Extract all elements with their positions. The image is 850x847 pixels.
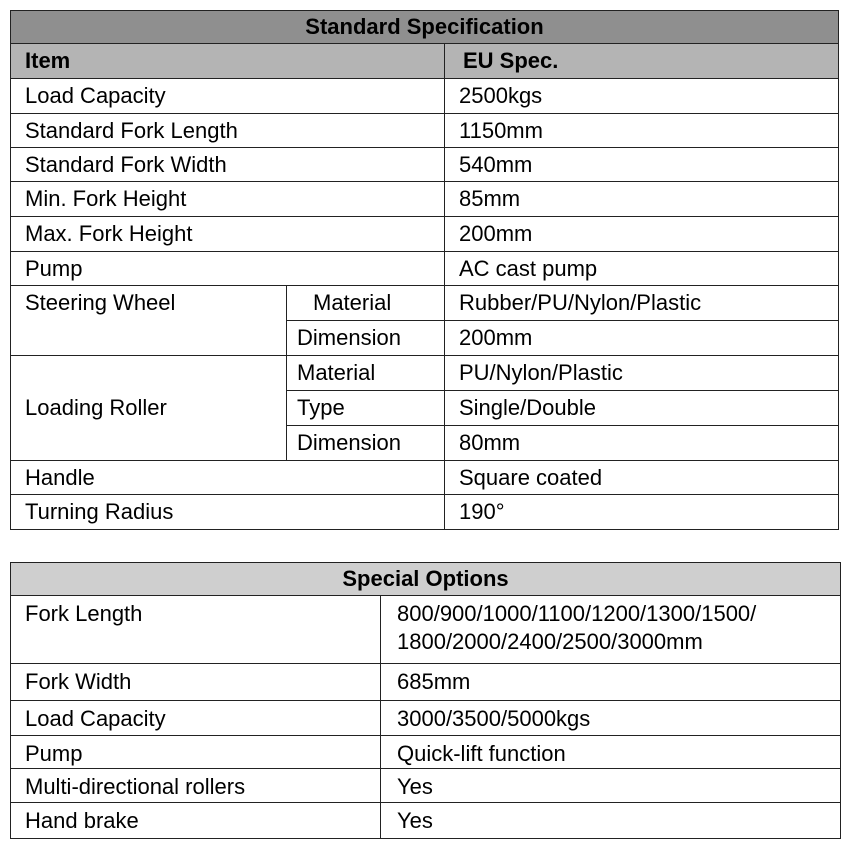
special-options-table: Special Options Fork Length 800/900/1000/… [9, 562, 842, 839]
row-label: Min. Fork Height [10, 181, 445, 217]
row-label: Load Capacity [10, 700, 381, 736]
row-label: Handle [10, 460, 445, 495]
sub-label: Material [286, 355, 445, 391]
row-value: 1150mm [444, 113, 839, 148]
table-row: Hand brake Yes [10, 802, 842, 839]
row-label: Loading Roller [10, 355, 287, 461]
row-value: Single/Double [444, 390, 839, 426]
table-row: Load Capacity 3000/3500/5000kgs [10, 700, 842, 736]
row-label: Fork Length [10, 595, 381, 664]
row-value: 200mm [444, 320, 839, 356]
table-row: Loading Roller Material PU/Nylon/Plastic [10, 355, 839, 461]
table-row: Steering Wheel Material Rubber/PU/Nylon/Pl… [10, 285, 839, 356]
row-value: 3000/3500/5000kgs [379, 700, 842, 736]
sub-label: Type [286, 390, 445, 426]
row-label: Multi-directional rollers [10, 768, 381, 803]
table-row: Standard Fork Length 1150mm [10, 113, 839, 148]
table-row: Fork Length 800/900/1000/1100/1200/1300/1… [10, 595, 842, 664]
table-title: Special Options [9, 562, 842, 596]
sub-label: Dimension [286, 320, 445, 356]
row-value: 540mm [444, 147, 839, 182]
table-row: Fork Width 685mm [10, 663, 842, 701]
row-value: Quick-lift function [379, 735, 842, 769]
row-value: PU/Nylon/Plastic [444, 355, 839, 391]
table-row: Standard Fork Width 540mm [10, 147, 839, 182]
sub-label: Dimension [286, 425, 445, 461]
row-value: 85mm [444, 181, 839, 217]
table-row: Pump Quick-lift function [10, 735, 842, 769]
row-value: Rubber/PU/Nylon/Plastic [444, 285, 839, 321]
table-row: Multi-directional rollers Yes [10, 768, 842, 803]
row-value: 2500kgs [444, 78, 839, 114]
row-label: Max. Fork Height [10, 216, 445, 252]
row-value: 685mm [379, 663, 842, 701]
table-row: Load Capacity 2500kgs [10, 78, 839, 114]
row-value: 80mm [444, 425, 839, 461]
row-value: Yes [379, 802, 842, 839]
table-row: Turning Radius 190° [10, 494, 839, 530]
table-row: Dimension 200mm [11, 320, 839, 356]
column-header-item: Item [10, 43, 445, 79]
table-row: Pump AC cast pump [10, 251, 839, 286]
row-label: Load Capacity [10, 78, 445, 114]
row-label: Standard Fork Width [10, 147, 445, 182]
row-label: Pump [10, 735, 381, 769]
row-value: 190° [444, 494, 839, 530]
row-value: 1800/2000/2400/2500/3000mm [397, 629, 703, 654]
row-label: Turning Radius [10, 494, 445, 530]
row-value: AC cast pump [444, 251, 839, 286]
table-row: Handle Square coated [10, 460, 839, 495]
row-value: 200mm [444, 216, 839, 252]
sub-label: Material [286, 285, 445, 321]
row-label: Standard Fork Length [10, 113, 445, 148]
row-value: Yes [379, 768, 842, 803]
row-label: Pump [10, 251, 445, 286]
row-value: 800/900/1000/1100/1200/1300/1500/ [397, 601, 757, 626]
column-header-spec: EU Spec. [444, 43, 839, 79]
table-row: Max. Fork Height 200mm [10, 216, 839, 252]
table-row: Min. Fork Height 85mm [10, 181, 839, 217]
row-label: Hand brake [10, 802, 381, 839]
row-label: Steering Wheel [10, 285, 287, 356]
table-row: Dimension 80mm [11, 425, 839, 461]
row-label: Fork Width [10, 663, 381, 701]
table-title: Standard Specification [10, 10, 839, 44]
standard-specification-table: Standard Specification Item EU Spec. Load… [10, 10, 839, 530]
row-value: Square coated [444, 460, 839, 495]
